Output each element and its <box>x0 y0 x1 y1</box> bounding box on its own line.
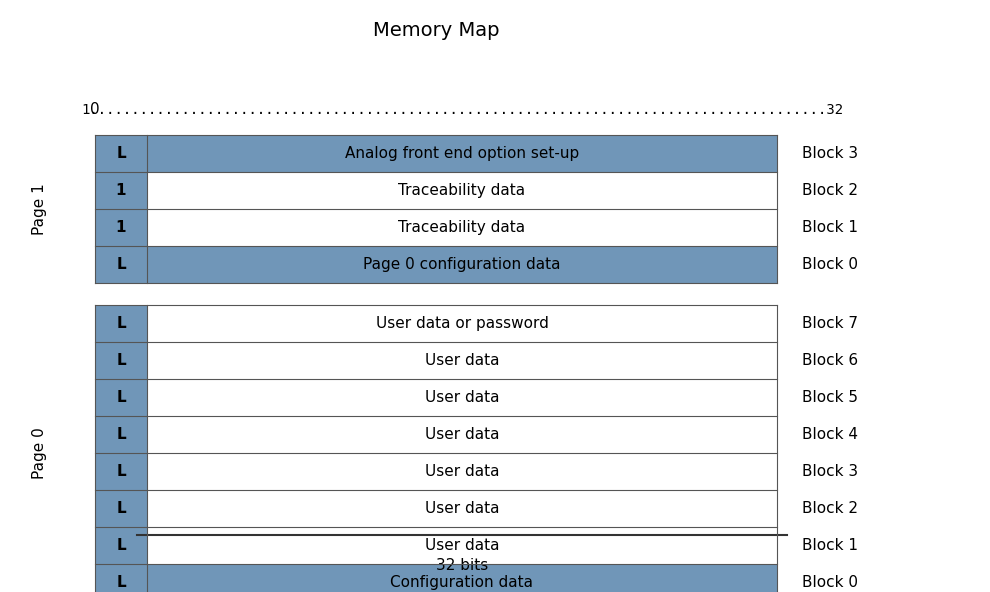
Text: 1: 1 <box>116 220 127 235</box>
Text: Analog front end option set-up: Analog front end option set-up <box>345 146 579 161</box>
Text: Block 6: Block 6 <box>802 353 858 368</box>
Text: L: L <box>116 146 126 161</box>
Bar <box>95 564 147 592</box>
Text: Block 0: Block 0 <box>802 575 858 590</box>
Bar <box>95 342 147 379</box>
Bar <box>147 305 777 342</box>
Bar <box>95 135 147 172</box>
Text: Block 1: Block 1 <box>802 538 858 553</box>
Text: Block 2: Block 2 <box>802 183 858 198</box>
Bar <box>147 209 777 246</box>
Bar <box>95 305 147 342</box>
Text: L: L <box>116 316 126 331</box>
Bar <box>95 209 147 246</box>
Text: 1: 1 <box>116 183 127 198</box>
Bar <box>95 246 147 283</box>
Text: Block 4: Block 4 <box>802 427 858 442</box>
Bar <box>95 490 147 527</box>
Bar <box>95 172 147 209</box>
Text: Page 0 configuration data: Page 0 configuration data <box>363 257 560 272</box>
Text: User data: User data <box>425 464 499 479</box>
Bar <box>147 564 777 592</box>
Bar <box>147 379 777 416</box>
Text: Block 3: Block 3 <box>802 146 858 161</box>
Text: Memory Map: Memory Map <box>373 21 499 40</box>
Text: Block 7: Block 7 <box>802 316 858 331</box>
Text: User data or password: User data or password <box>375 316 548 331</box>
Text: User data: User data <box>425 353 499 368</box>
Text: L: L <box>116 353 126 368</box>
Bar <box>95 379 147 416</box>
Bar <box>147 416 777 453</box>
Text: L: L <box>116 464 126 479</box>
Text: L: L <box>116 257 126 272</box>
Bar <box>147 453 777 490</box>
Text: L: L <box>116 390 126 405</box>
Bar <box>147 246 777 283</box>
Text: 1...............................................................................: 1.......................................… <box>81 103 843 117</box>
Bar <box>147 135 777 172</box>
Text: Traceability data: Traceability data <box>398 220 526 235</box>
Text: User data: User data <box>425 427 499 442</box>
Text: L: L <box>116 427 126 442</box>
Text: Traceability data: Traceability data <box>398 183 526 198</box>
Text: User data: User data <box>425 390 499 405</box>
Text: User data: User data <box>425 538 499 553</box>
Text: Block 5: Block 5 <box>802 390 858 405</box>
Text: Page 1: Page 1 <box>33 183 48 235</box>
Bar <box>95 527 147 564</box>
Text: Block 1: Block 1 <box>802 220 858 235</box>
Text: Page 0: Page 0 <box>33 427 48 479</box>
Text: Block 0: Block 0 <box>802 257 858 272</box>
Text: 0: 0 <box>90 102 100 117</box>
Text: L: L <box>116 538 126 553</box>
Text: User data: User data <box>425 501 499 516</box>
Text: L: L <box>116 575 126 590</box>
Bar <box>147 490 777 527</box>
Bar <box>147 527 777 564</box>
Text: Block 2: Block 2 <box>802 501 858 516</box>
Bar <box>147 342 777 379</box>
Text: Block 3: Block 3 <box>802 464 858 479</box>
Text: L: L <box>116 501 126 516</box>
Bar <box>95 416 147 453</box>
Bar <box>95 453 147 490</box>
Bar <box>147 172 777 209</box>
Text: Configuration data: Configuration data <box>390 575 534 590</box>
Text: 32 bits: 32 bits <box>436 558 488 572</box>
